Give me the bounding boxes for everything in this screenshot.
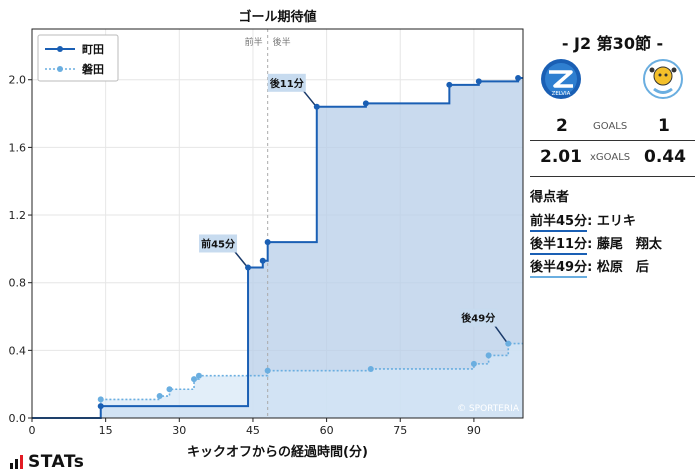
home-shot-marker — [475, 78, 482, 85]
watermark: © SPORTERIA — [457, 404, 520, 414]
scorer-item: 後半49分: 松原 后 — [530, 256, 649, 278]
y-tick-label: 0.8 — [9, 277, 27, 290]
home-shot-marker — [97, 403, 104, 410]
home-shot-marker — [446, 81, 453, 88]
legend-away-label: 磐田 — [82, 62, 104, 76]
away-shot-marker — [156, 393, 163, 400]
y-tick-label: 1.6 — [9, 141, 27, 154]
home-shot-marker — [362, 100, 369, 107]
home-shot-marker — [259, 257, 266, 264]
away-shot-marker — [191, 376, 198, 383]
annotation-box — [267, 73, 306, 92]
scorer-name: : 松原 后 — [587, 260, 649, 275]
away-shot-marker — [485, 352, 492, 359]
legend-home-label: 町田 — [82, 43, 104, 56]
y-tick-label: 0.4 — [9, 344, 27, 357]
divider-bottom — [530, 176, 695, 177]
annotation-label: 前45分 — [201, 237, 235, 250]
away-shot-marker — [505, 340, 512, 347]
home-xg-area — [32, 78, 523, 419]
half-label-second: 後半 — [273, 36, 291, 48]
away-shot-marker — [166, 386, 173, 393]
half-label-first: 前半 — [245, 36, 263, 48]
home-shot-marker — [313, 103, 320, 110]
away-goals: 1 — [658, 116, 670, 136]
annotation-box — [199, 234, 238, 253]
scorer-time: 後半49分 — [530, 256, 588, 278]
x-tick-label: 30 — [172, 424, 186, 437]
away-team-crest-icon — [643, 59, 683, 99]
home-xg: 2.01 — [540, 147, 582, 167]
x-axis-label: キックオフからの経過時間(分) — [187, 444, 368, 460]
home-shot-marker — [245, 264, 252, 271]
scorer-item: 後半11分: 藤尾 翔太 — [530, 233, 662, 255]
legend-box — [37, 34, 119, 82]
annotation-label: 後11分 — [270, 77, 304, 90]
x-tick-label: 60 — [320, 424, 334, 437]
svg-text:ZELVIA: ZELVIA — [552, 91, 571, 97]
away-shot-marker — [470, 360, 477, 367]
y-tick-label: 0.0 — [9, 412, 27, 425]
annotation-label: 後49分 — [461, 312, 495, 325]
x-tick-label: 90 — [467, 424, 481, 437]
home-team-crest-icon: ZELVIA — [541, 59, 581, 99]
x-tick-label: 75 — [393, 424, 407, 437]
chart-title: ゴール期待値 — [238, 9, 316, 25]
xg-label: xGOALS — [590, 152, 631, 163]
scorer-name: : エリキ — [587, 214, 636, 229]
stats-logo: STATs — [10, 452, 84, 472]
divider-top — [530, 140, 695, 141]
annotation-box — [459, 308, 498, 327]
goals-label: GOALS — [593, 121, 628, 132]
match-title: - J2 第30節 - — [561, 34, 664, 53]
away-xg: 0.44 — [644, 147, 686, 167]
scorer-name: : 藤尾 翔太 — [587, 237, 662, 252]
scorer-time: 後半11分 — [530, 233, 588, 255]
legend-away-marker — [57, 66, 63, 72]
plot-frame — [31, 28, 524, 419]
y-tick-label: 2.0 — [9, 74, 27, 87]
home-goals: 2 — [556, 116, 568, 136]
legend-home-marker — [57, 46, 63, 52]
away-shot-marker — [367, 365, 374, 372]
home-shot-marker — [264, 239, 271, 246]
x-tick-label: 15 — [99, 424, 113, 437]
away-shot-marker — [195, 372, 202, 379]
scorer-item: 前半45分: エリキ — [530, 210, 636, 232]
y-tick-label: 1.2 — [9, 209, 27, 222]
goals-row: 2 GOALS 1 — [530, 116, 695, 140]
xgoals-row: 2.01 xGOALS 0.44 — [530, 147, 695, 171]
home-shot-marker — [515, 75, 522, 82]
scorers-title: 得点者 — [530, 190, 570, 205]
stats-bars-icon — [10, 455, 23, 469]
stats-logo-text: STATs — [28, 452, 85, 472]
scorer-time: 前半45分 — [530, 210, 588, 232]
away-shot-marker — [97, 396, 104, 403]
x-tick-label: 0 — [29, 424, 36, 437]
x-tick-label: 45 — [246, 424, 260, 437]
away-shot-marker — [264, 367, 271, 374]
match-summary: - J2 第30節 - ZELVIA 2 GOALS 1 2.01 xGOALS… — [530, 0, 695, 300]
